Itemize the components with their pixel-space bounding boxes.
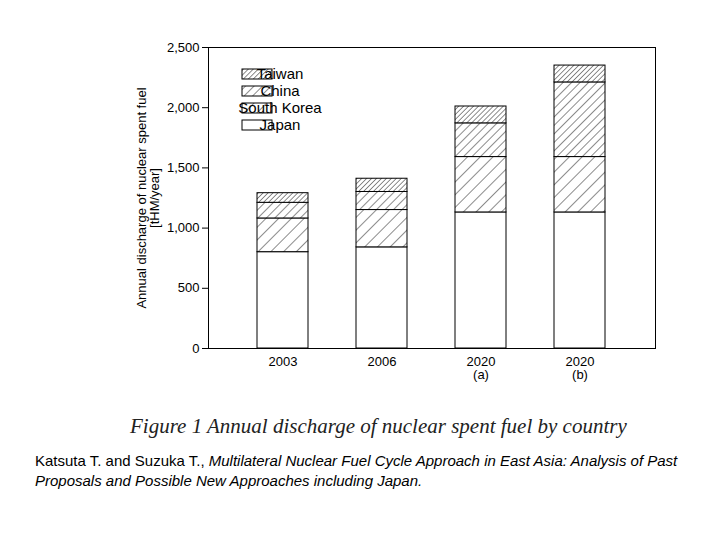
svg-text:1,500: 1,500	[167, 160, 200, 175]
svg-text:Annual discharge of nuclear sp: Annual discharge of nuclear spent fuel[t…	[134, 87, 162, 308]
svg-text:2020(a): 2020(a)	[467, 354, 496, 382]
html-text:Katsuta T. and Suzuka T., Mult: Katsuta T. and Suzuka T., Multilateral N…	[35, 452, 678, 490]
svg-text:Taiwan: Taiwan	[257, 65, 304, 82]
svg-text:Japan: Japan	[260, 116, 301, 133]
svg-text:China: China	[260, 82, 300, 99]
svg-text:2,500: 2,500	[167, 40, 200, 55]
html-text:Figure 1 Annual discharge of n: Figure 1 Annual discharge of nuclear spe…	[130, 414, 627, 438]
svg-text:0: 0	[192, 341, 199, 356]
svg-text:2006: 2006	[368, 354, 397, 369]
svg-text:2,000: 2,000	[167, 100, 200, 115]
svg-text:500: 500	[178, 280, 200, 295]
svg-text:2003: 2003	[269, 354, 298, 369]
svg-text:1,000: 1,000	[167, 220, 200, 235]
svg-text:2020(b): 2020(b)	[566, 354, 595, 382]
svg-text:South Korea: South Korea	[238, 99, 322, 116]
